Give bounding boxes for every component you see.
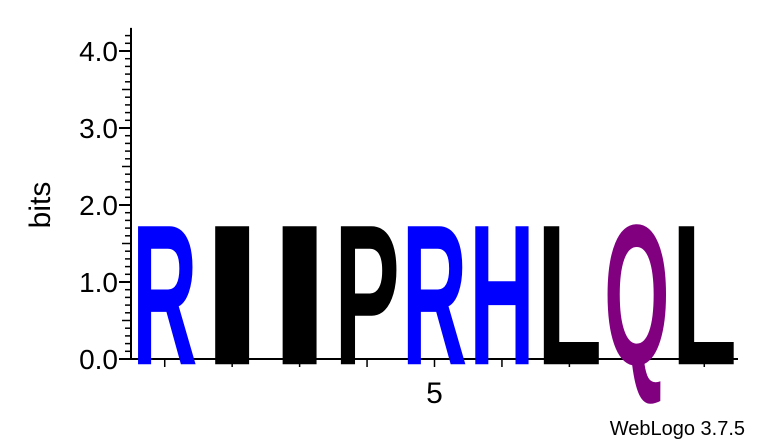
- residue-letter-r: R: [402, 183, 467, 407]
- residue-letter-l: L: [537, 183, 602, 408]
- residue-letter-i: I: [267, 184, 332, 408]
- y-tick-label: 1.0: [79, 267, 118, 298]
- y-tick-label: 2.0: [79, 190, 118, 221]
- y-tick-label: 4.0: [79, 36, 118, 67]
- x-axis: 5: [131, 358, 738, 410]
- y-axis-label: bits: [24, 182, 57, 229]
- y-tick-label: 0.0: [79, 344, 118, 375]
- residue-letter-i: I: [199, 184, 264, 408]
- residue-letter-q: Q: [604, 183, 669, 407]
- residue-letter-r: R: [132, 183, 197, 407]
- residue-letter-l: L: [672, 183, 737, 408]
- weblogo-credit: WebLogo 3.7.5: [610, 418, 745, 440]
- residue-letter-p: P: [334, 184, 399, 408]
- y-tick-label: 3.0: [79, 113, 118, 144]
- y-axis: 0.0 1.0 2.0 3.0 4.0: [79, 27, 132, 375]
- residue-letter-h: H: [469, 183, 534, 407]
- x-tick-label: 5: [426, 377, 443, 410]
